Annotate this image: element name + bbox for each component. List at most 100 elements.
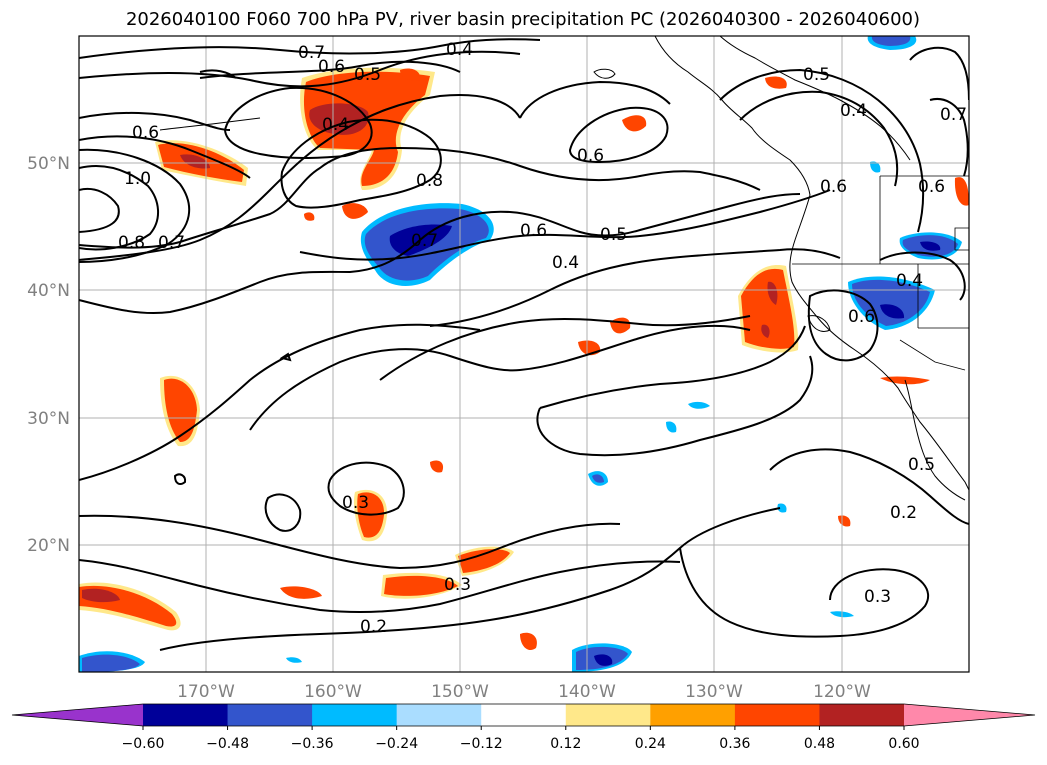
precip-negative-area xyxy=(286,657,302,663)
lon-label-160w: 160°W xyxy=(304,682,362,702)
lon-label-120w: 120°W xyxy=(813,682,871,702)
contour-label: 0.7 xyxy=(940,105,967,125)
precip-positive-area xyxy=(342,203,368,219)
colorbar-tick-label: −0.36 xyxy=(291,736,334,752)
colorbar-tick-label: 0.12 xyxy=(550,736,581,752)
latitude-labels: 50°N 40°N 30°N 20°N xyxy=(27,154,70,556)
precip-positive-area xyxy=(309,103,369,135)
contour-label: 0.7 xyxy=(411,231,438,251)
precip-positive-area xyxy=(400,68,421,81)
contour-label: 0.5 xyxy=(600,225,627,245)
contour-label: 0.4 xyxy=(840,101,867,121)
colorbar-segment xyxy=(819,704,905,726)
precip-positive-area xyxy=(180,154,210,169)
precip-negative-area xyxy=(82,654,140,672)
political-borders xyxy=(792,175,969,371)
lon-label-130w: 130°W xyxy=(685,682,743,702)
precip-negative-area xyxy=(852,279,930,326)
precip-negative-area xyxy=(871,36,911,46)
lat-label-30n: 30°N xyxy=(27,409,70,429)
contour-label: 0.4 xyxy=(896,271,923,291)
precip-positive-area xyxy=(384,575,458,596)
precip-positive-area xyxy=(304,212,315,221)
contour-label: 0.5 xyxy=(354,65,381,85)
contour-label: 0.3 xyxy=(444,575,471,595)
map-panel: 0.7 0.6 0.5 0.4 0.6 0.4 0.8 1.0 0.8 0.7 … xyxy=(79,36,969,672)
precip-positive-area xyxy=(164,378,197,442)
colorbar-tick-label: −0.24 xyxy=(375,736,418,752)
contour-label: 0.4 xyxy=(552,253,579,273)
colorbar-segment xyxy=(481,704,567,726)
colorbar-segment xyxy=(650,704,736,726)
contour-label: 0.6 xyxy=(520,221,547,241)
colorbar-tick-label: −0.60 xyxy=(122,736,165,752)
precip-positive-area xyxy=(741,268,795,349)
precip-positive-area xyxy=(280,586,322,599)
contour-label: 0.8 xyxy=(416,171,443,191)
contour-label: 0.4 xyxy=(446,40,473,60)
longitude-labels: 170°W 160°W 150°W 140°W 130°W 120°W xyxy=(177,682,871,702)
precip-positive-area xyxy=(761,324,770,338)
precip-positive-area xyxy=(82,588,120,603)
contour-label: 0.3 xyxy=(342,493,369,513)
contour-label: 0.5 xyxy=(908,455,935,475)
contour-label: 0.6 xyxy=(318,57,345,77)
precip-positive-area xyxy=(430,460,444,473)
lat-label-50n: 50°N xyxy=(27,154,70,174)
colorbar-tick-label: 0.24 xyxy=(635,736,666,752)
contour-label: 0.4 xyxy=(322,115,349,135)
precip-negative-area xyxy=(870,161,881,173)
lon-label-170w: 170°W xyxy=(177,682,235,702)
colorbar-segment xyxy=(227,704,313,726)
precip-negative-area xyxy=(777,503,787,513)
precip-negative-area xyxy=(920,241,941,251)
precip-negative-area xyxy=(592,474,604,483)
colorbar-tick-label: −0.48 xyxy=(206,736,249,752)
contour-label: 0.7 xyxy=(298,43,325,63)
contour-label: 0.7 xyxy=(158,233,185,253)
precip-positive-area xyxy=(458,549,510,573)
precip-positive-area xyxy=(303,71,430,186)
precip-positive-area xyxy=(765,76,787,89)
colorbar: −0.60 −0.48 −0.36 −0.24 −0.12 0.12 0.24 0.36 0.4… xyxy=(11,703,1036,752)
contour-label: 0.6 xyxy=(848,307,875,327)
precip-negative-area xyxy=(688,401,710,409)
contour-label: 1.0 xyxy=(124,169,151,189)
precip-positive-area xyxy=(954,177,969,206)
colorbar-segment xyxy=(396,704,482,726)
precip-positive-area xyxy=(838,515,851,527)
contour-label: 0.6 xyxy=(577,146,604,166)
lat-label-20n: 20°N xyxy=(27,536,70,556)
precip-negative-area xyxy=(666,421,677,433)
gridlines xyxy=(79,36,969,672)
colorbar-segment xyxy=(565,704,651,726)
precip-positive-area xyxy=(520,632,537,651)
colorbar-segment xyxy=(143,704,229,726)
lon-label-140w: 140°W xyxy=(558,682,616,702)
colorbar-tick-label: 0.36 xyxy=(719,736,750,752)
precip-negative-area xyxy=(594,654,613,666)
contour-label: 0.6 xyxy=(132,123,159,143)
precip-negative-area xyxy=(880,304,905,319)
contour-label: 0.6 xyxy=(918,177,945,197)
lat-label-40n: 40°N xyxy=(27,281,70,301)
contour-label: 0.8 xyxy=(118,233,145,253)
colorbar-tick-label: −0.12 xyxy=(460,736,503,752)
lon-label-150w: 150°W xyxy=(431,682,489,702)
precip-positive-area xyxy=(622,115,647,132)
colorbar-segment xyxy=(734,704,820,726)
precip-shading xyxy=(79,36,969,672)
contour-label: 0.6 xyxy=(820,177,847,197)
figure-title: 2026040100 F060 700 hPa PV, river basin … xyxy=(126,9,920,30)
colorbar-extend-min xyxy=(12,704,143,726)
pv-contours xyxy=(79,38,969,651)
colorbar-tick-label: 0.48 xyxy=(804,736,835,752)
colorbar-tick-label: 0.60 xyxy=(888,736,919,752)
contour-label: 0.2 xyxy=(890,503,917,523)
map-frame xyxy=(78,35,970,673)
contour-label: 0.5 xyxy=(803,65,830,85)
colorbar-segment xyxy=(312,704,398,726)
contour-label: 0.3 xyxy=(864,587,891,607)
coastline xyxy=(159,36,969,501)
